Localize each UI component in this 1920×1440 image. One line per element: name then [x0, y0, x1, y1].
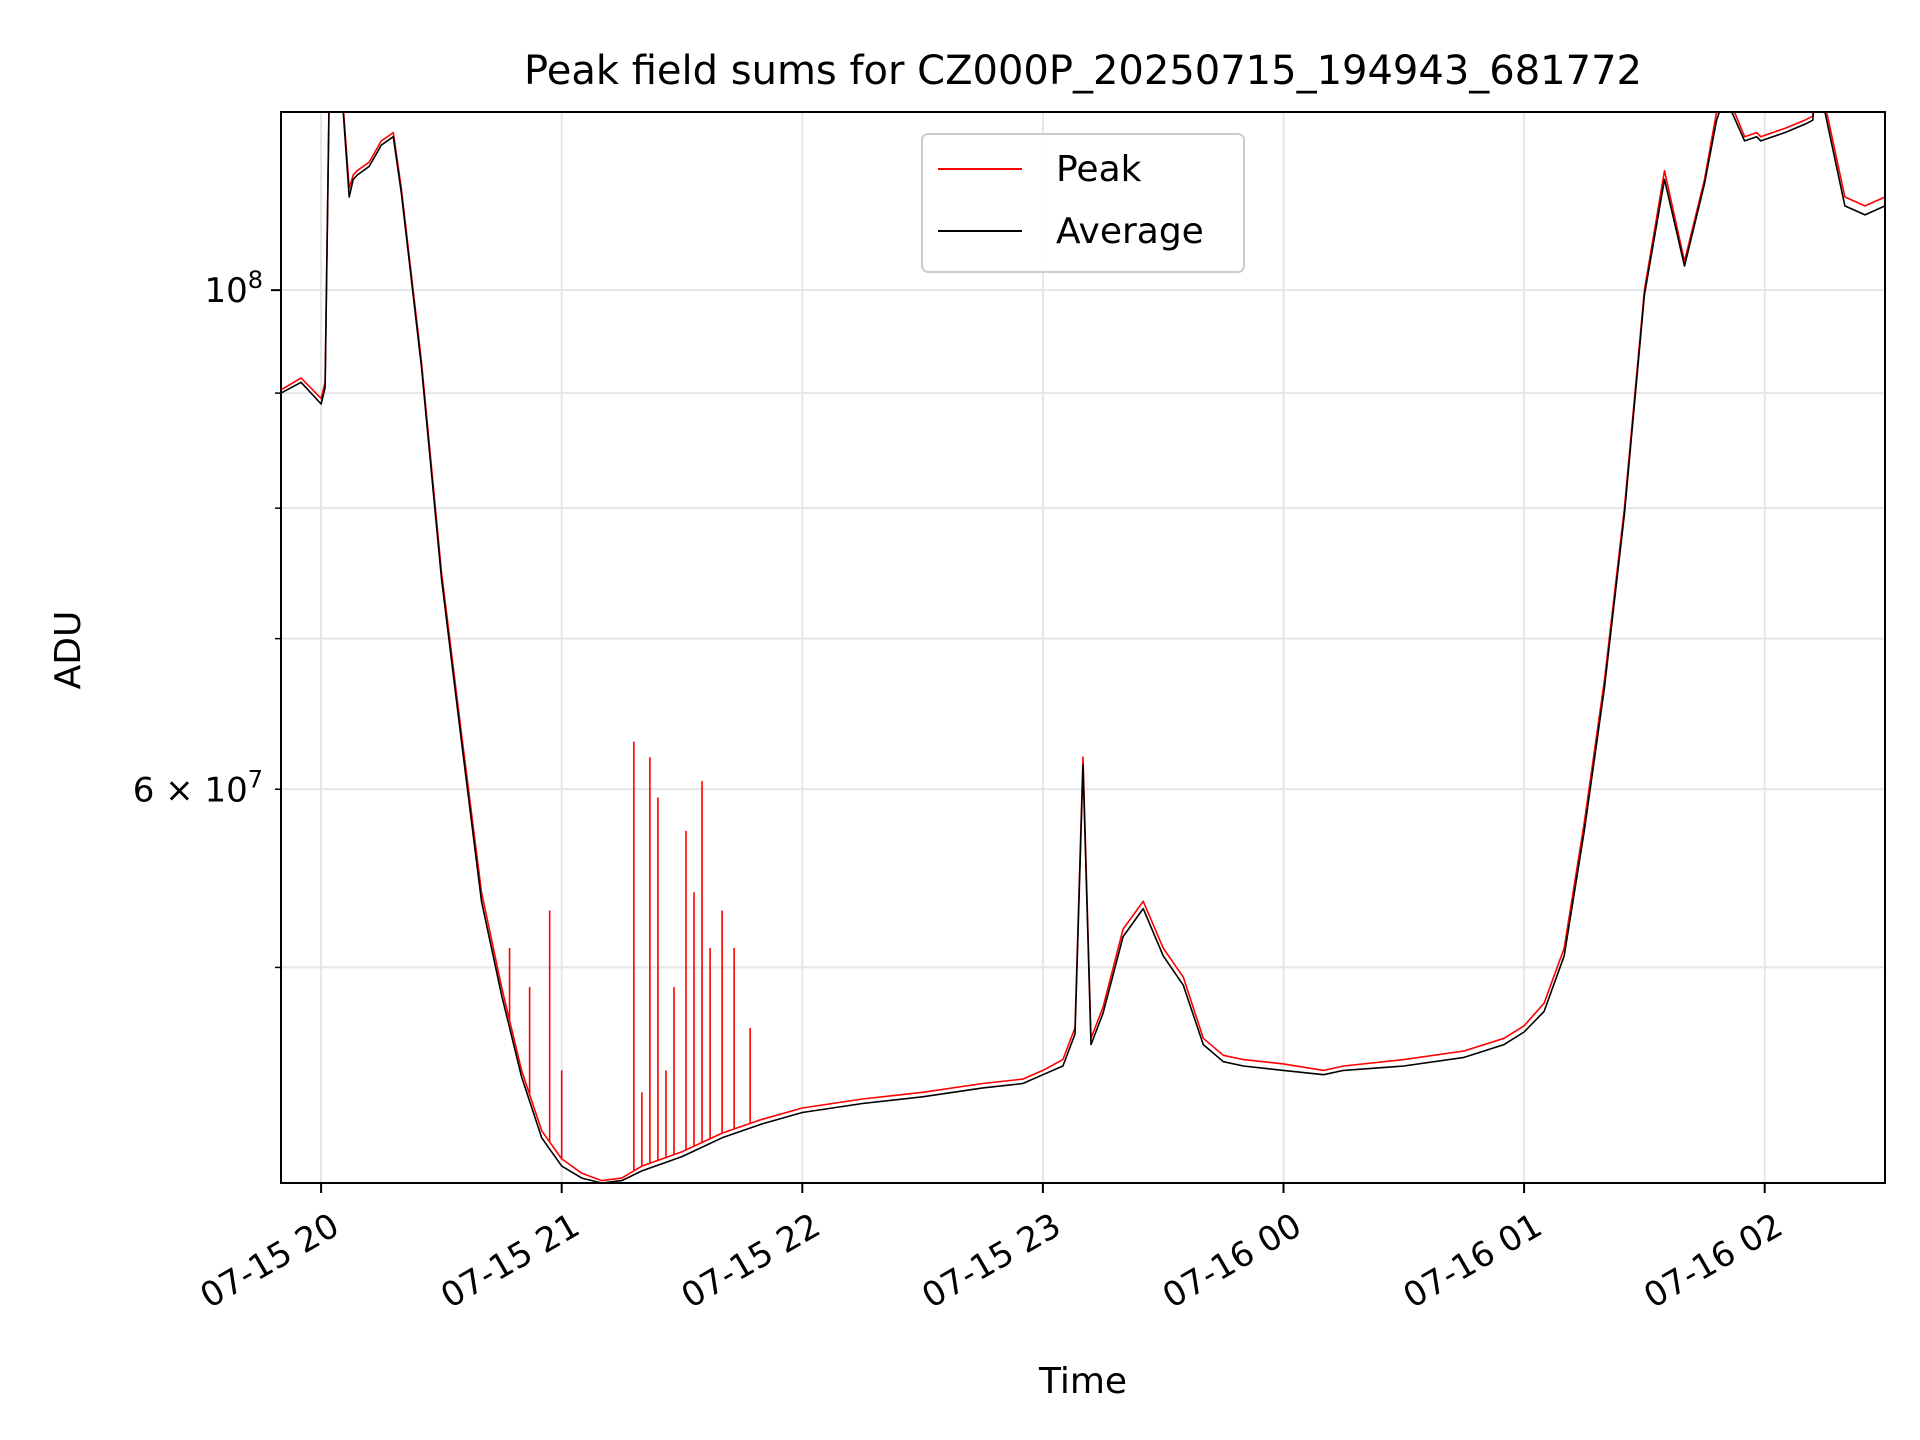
series-line-average [281, 112, 1885, 1183]
legend-label-average: Average [1056, 211, 1204, 252]
legend-label-peak: Peak [1056, 149, 1142, 190]
y-axis-label: ADU [48, 611, 89, 690]
y-tick-label: 6 × 107 [133, 765, 263, 810]
legend: Peak Average [921, 133, 1245, 273]
series-layer [281, 112, 1885, 1183]
chart-title: Peak field sums for CZ000P_20250715_1949… [524, 48, 1642, 94]
plot-frame [280, 111, 1886, 1184]
y-tick-label: 108 [204, 266, 263, 311]
series-line-peak [281, 112, 1885, 1182]
x-axis-label: Time [1038, 1361, 1127, 1402]
y-axis-ticks: 108 6 × 107 [133, 266, 281, 969]
grid-lines [281, 112, 1885, 1183]
